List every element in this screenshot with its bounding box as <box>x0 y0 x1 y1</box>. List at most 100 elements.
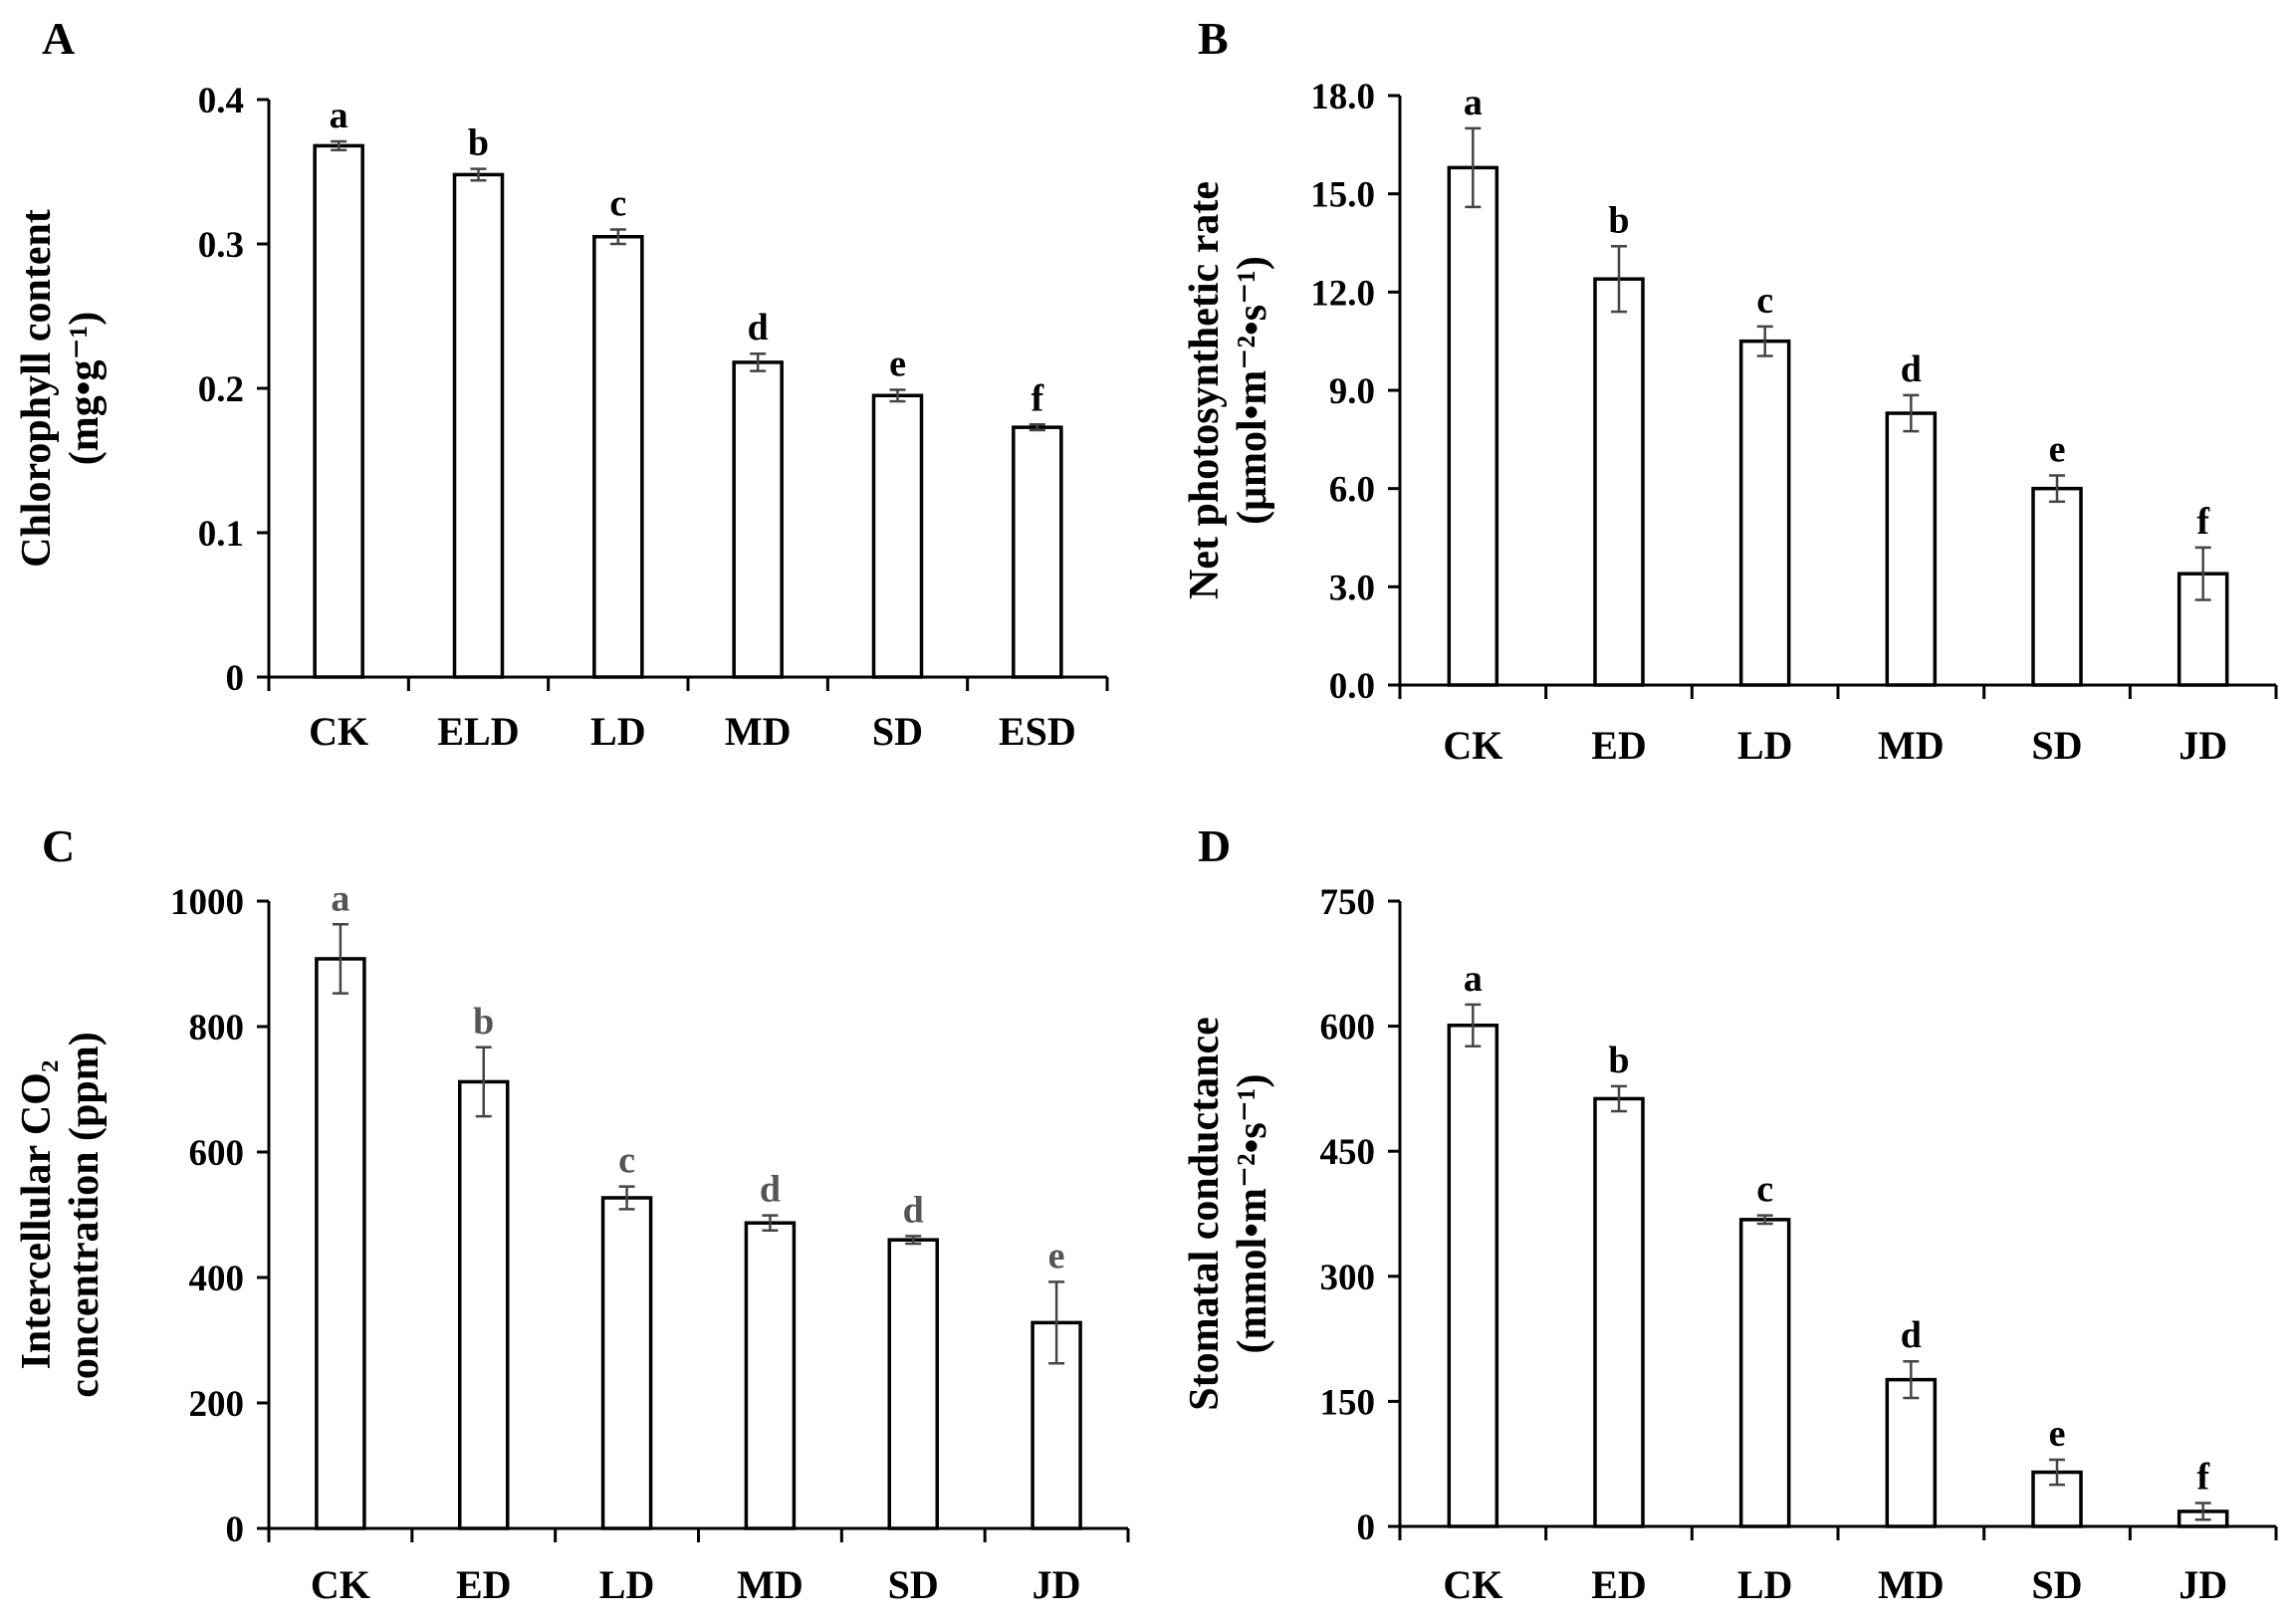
bar <box>1738 1218 1791 1528</box>
error-bar <box>331 139 347 151</box>
y-axis-title-units: (μmol•m⁻²•s⁻¹) <box>1230 256 1275 525</box>
error-bar <box>2194 546 2211 601</box>
bar <box>1012 425 1063 679</box>
bar <box>452 172 505 679</box>
panel-label: B <box>1198 13 1229 64</box>
y-tick-label: 200 <box>189 1384 245 1425</box>
significance-letter: a <box>1464 958 1483 1000</box>
x-tick-label: ED <box>1591 1562 1647 1607</box>
y-tick-label: 12.0 <box>1310 273 1375 314</box>
x-tick-label: SD <box>872 709 923 754</box>
y-tick-label: 0.1 <box>198 514 244 555</box>
bar <box>732 360 784 679</box>
significance-letter: d <box>748 307 769 348</box>
significance-letter: f <box>1032 377 1045 419</box>
x-tick-label: ED <box>1591 723 1647 768</box>
significance-letter: e <box>2049 1413 2066 1455</box>
y-tick-label: 750 <box>1320 882 1376 923</box>
x-tick-label: ELD <box>437 709 519 754</box>
y-axis-title: Intercellular CO₂ <box>14 1060 60 1370</box>
bar <box>600 1196 653 1530</box>
significance-letter: e <box>889 343 906 384</box>
x-tick-label: ED <box>456 1562 512 1607</box>
error-bar <box>475 1045 492 1118</box>
bar <box>458 1079 510 1530</box>
panel-label: D <box>1198 820 1231 871</box>
x-tick-label: SD <box>2031 723 2082 768</box>
y-tick-label: 3.0 <box>1329 568 1375 608</box>
y-axis-title-units: (mg•g⁻¹) <box>62 312 108 465</box>
y-tick-label: 300 <box>1320 1258 1376 1298</box>
y-tick-label: 18.0 <box>1310 77 1375 117</box>
bar <box>315 957 366 1530</box>
significance-letter: c <box>609 183 626 225</box>
y-tick-label: 0.0 <box>1329 666 1375 707</box>
significance-letter: c <box>1756 280 1773 322</box>
error-bar <box>1465 126 1482 209</box>
x-tick-label: JD <box>1033 1562 1081 1607</box>
x-tick-label: CK <box>1443 1562 1502 1607</box>
y-tick-label: 800 <box>189 1008 245 1048</box>
error-bar <box>2049 474 2065 504</box>
y-tick-label: 600 <box>1320 1008 1376 1048</box>
bar <box>871 393 924 679</box>
significance-letter: e <box>2049 429 2066 471</box>
error-bar <box>889 388 906 403</box>
x-tick-label: CK <box>309 709 368 754</box>
chart-c: C 0 200 400 600 800 1000 a CK b ED c LD d MD d SD e JD Inte… <box>14 820 1130 1607</box>
chart-d: D 0 150 300 450 600 750 a CK b ED c LD d MD e SD f JD Stoma… <box>1182 820 2278 1607</box>
error-bar <box>609 228 626 246</box>
x-tick-label: LD <box>1737 723 1793 768</box>
bar <box>1447 1024 1499 1528</box>
x-tick-label: CK <box>1443 723 1502 768</box>
error-bar <box>905 1235 922 1246</box>
significance-letter: d <box>1901 1314 1922 1356</box>
chart-b: B 0.0 3.0 6.0 9.0 12.0 15.0 18.0 a CK b ED c LD d MD e SD… <box>1182 13 2278 768</box>
significance-letter: c <box>618 1140 635 1182</box>
y-tick-label: 0.4 <box>198 81 244 121</box>
chart-panel-a: A 0 0.1 0.2 0.3 0.4 a CK b ELD c LD d MD e SD f ESD Chloro… <box>0 0 1148 812</box>
significance-letter: d <box>1901 348 1922 390</box>
x-tick-label: SD <box>2031 1562 2082 1607</box>
error-bar <box>1029 423 1045 432</box>
x-tick-label: CK <box>311 1562 370 1607</box>
y-axis-title: Chlorophyll content <box>14 209 60 568</box>
significance-letter: f <box>2196 1457 2210 1499</box>
bar <box>1593 277 1645 687</box>
error-bar <box>1756 1214 1773 1226</box>
x-tick-label: MD <box>1878 723 1945 768</box>
error-bar <box>1465 1003 1482 1047</box>
x-tick-label: LD <box>1737 1562 1793 1607</box>
x-tick-label: MD <box>725 709 792 754</box>
x-tick-label: MD <box>1878 1562 1945 1607</box>
error-bar <box>1048 1280 1065 1365</box>
y-tick-label: 6.0 <box>1329 470 1375 511</box>
significance-letter: b <box>468 122 489 164</box>
significance-letter: a <box>1464 82 1483 123</box>
bar <box>1447 165 1499 687</box>
x-tick-label: ESD <box>999 709 1076 754</box>
significance-letter: b <box>1608 1040 1629 1081</box>
chart-panel-b: B 0.0 3.0 6.0 9.0 12.0 15.0 18.0 a CK b ED c LD d MD e SD… <box>1148 0 2296 812</box>
y-tick-label: 600 <box>189 1133 245 1174</box>
bar <box>744 1221 797 1530</box>
error-bar <box>750 351 767 372</box>
y-tick-label: 0.3 <box>198 225 244 266</box>
bar <box>2031 486 2083 687</box>
y-tick-label: 0.2 <box>198 369 244 410</box>
y-tick-label: 150 <box>1320 1382 1376 1423</box>
bar <box>1885 411 1938 687</box>
y-tick-label: 0 <box>226 1509 245 1550</box>
bar <box>592 235 644 679</box>
y-axis-title: Net photosynthetic rate <box>1182 181 1228 599</box>
x-tick-label: JD <box>2179 1562 2227 1607</box>
error-bar <box>1611 245 1627 314</box>
x-tick-label: LD <box>599 1562 655 1607</box>
bar <box>1593 1096 1645 1528</box>
y-axis-title-units: (mmol•m⁻²•s⁻¹) <box>1230 1074 1275 1354</box>
error-bar <box>470 167 487 182</box>
significance-letter: d <box>903 1189 924 1231</box>
panel-label: A <box>42 13 75 64</box>
significance-letter: a <box>330 95 348 136</box>
chart-a: A 0 0.1 0.2 0.3 0.4 a CK b ELD c LD d MD e SD f ESD Chloro… <box>14 13 1109 754</box>
